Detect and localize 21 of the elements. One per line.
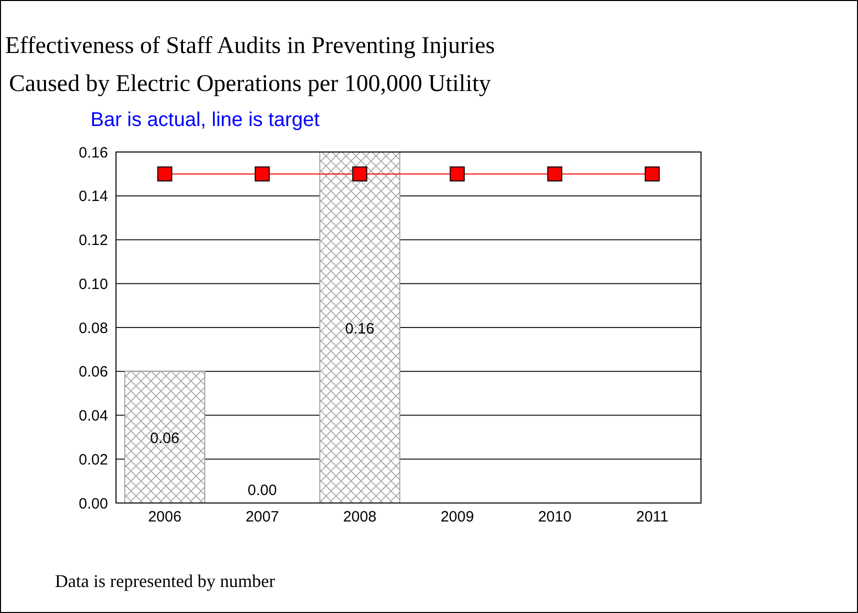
y-tick-label: 0.00 [78,495,108,512]
y-tick-label: 0.08 [78,320,108,337]
text: Data is represented by number [54,571,276,592]
x-tick-label: 2010 [538,508,572,526]
x-tick-label: 2008 [343,508,376,526]
y-tick-label: 0.04 [78,408,108,425]
y-tick-label: 0.06 [78,364,108,381]
chart-subtitle: Bar is actual, line is target [90,109,320,132]
x-tick-label: 2007 [246,508,279,526]
x-tick-label: 2009 [440,508,474,526]
chart-title: Effectiveness of Staff Audits in Preventing Injuries Caused by Electric Operations per 100,000 Utility [4,32,496,99]
y-tick-label: 0.12 [78,232,108,250]
y-tick-label: 0.14 [78,188,108,206]
x-tick-label: 2011 [636,508,668,526]
x-tick-label: 2006 [148,508,182,526]
y-tick-label: 0.10 [78,276,108,293]
y-tick-label: 0.02 [78,451,108,468]
data-label: 0.16 [345,320,374,338]
y-tick-label: 0.16 [78,144,108,162]
data-label: 0.06 [150,430,180,448]
data-label: 0.00 [248,482,277,499]
